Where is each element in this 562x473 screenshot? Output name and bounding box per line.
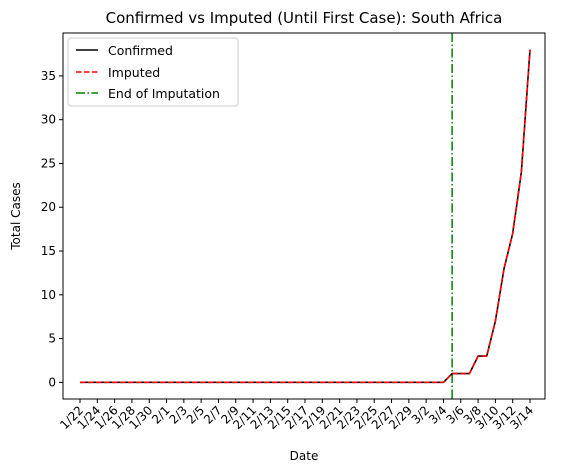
y-tick-label: 15 bbox=[41, 244, 56, 258]
y-tick-label: 5 bbox=[48, 332, 56, 346]
legend: Confirmed Imputed End of Imputation bbox=[67, 37, 239, 107]
y-axis-label: Total Cases bbox=[9, 182, 23, 250]
legend-label-confirmed: Confirmed bbox=[108, 43, 173, 58]
y-tick-label: 30 bbox=[41, 113, 56, 127]
y-tick-label: 35 bbox=[41, 69, 56, 83]
legend-label-imputed: Imputed bbox=[108, 65, 160, 80]
y-tick-label: 20 bbox=[41, 200, 56, 214]
y-tick-label: 0 bbox=[48, 375, 56, 389]
chart-title: Confirmed vs Imputed (Until First Case):… bbox=[106, 9, 503, 27]
y-tick-label: 10 bbox=[41, 288, 56, 302]
legend-label-end-of-imputation: End of Imputation bbox=[108, 86, 220, 101]
y-tick-label: 25 bbox=[41, 156, 56, 170]
legend-box bbox=[67, 37, 239, 107]
plot-frame bbox=[62, 32, 546, 400]
series-line-imputed bbox=[80, 49, 531, 384]
x-axis-label: Date bbox=[290, 449, 319, 463]
